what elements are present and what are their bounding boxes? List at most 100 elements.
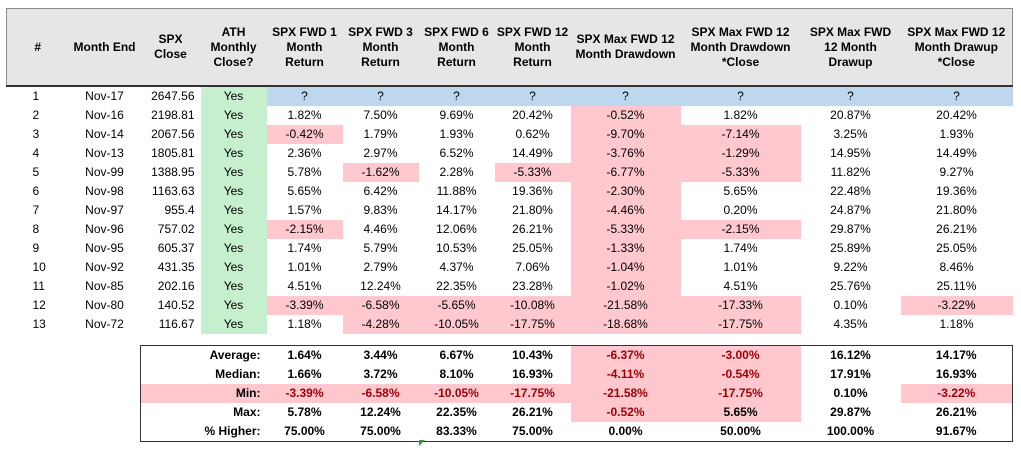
table-cell[interactable]: 3.25%: [833, 127, 868, 141]
table-cell[interactable]: 14.17%: [436, 203, 477, 217]
table-cell[interactable]: Nov-17: [85, 89, 124, 103]
table-cell[interactable]: 955.4: [164, 203, 195, 217]
table-cell[interactable]: 2.79%: [363, 260, 398, 274]
table-cell[interactable]: 21.80%: [512, 203, 553, 217]
table-cell[interactable]: 1.01%: [723, 260, 758, 274]
table-cell[interactable]: Yes: [200, 258, 267, 277]
table-cell[interactable]: 2067.56: [151, 127, 195, 141]
column-header[interactable]: SPX FWD 1 Month Return: [266, 8, 343, 87]
summary-cell[interactable]: 1.66%: [287, 367, 322, 381]
table-cell[interactable]: 1388.95: [151, 165, 195, 179]
table-cell[interactable]: -4.46%: [570, 201, 681, 220]
table-cell[interactable]: 1.93%: [439, 127, 474, 141]
table-cell[interactable]: Yes: [200, 239, 267, 258]
column-header[interactable]: #: [6, 8, 69, 87]
table-cell[interactable]: -7.14%: [680, 125, 801, 144]
table-cell[interactable]: 1.79%: [363, 127, 398, 141]
table-cell[interactable]: -3.39%: [266, 296, 343, 315]
table-cell[interactable]: 20.87%: [830, 108, 871, 122]
table-cell[interactable]: 2: [32, 108, 40, 122]
table-cell[interactable]: Yes: [200, 106, 267, 125]
summary-cell[interactable]: 26.21%: [512, 405, 553, 419]
table-cell[interactable]: -1.02%: [570, 277, 681, 296]
table-cell[interactable]: 202.16: [157, 279, 195, 293]
summary-cell[interactable]: 17.91%: [830, 367, 871, 381]
summary-cell[interactable]: 75.00%: [266, 422, 343, 442]
table-cell[interactable]: 0.20%: [723, 203, 758, 217]
table-cell[interactable]: 24.87%: [830, 203, 871, 217]
table-cell[interactable]: -17.33%: [680, 296, 801, 315]
table-cell[interactable]: 2647.56: [151, 89, 195, 103]
summary-cell[interactable]: -21.58%: [570, 384, 681, 403]
table-cell[interactable]: -2.30%: [570, 182, 681, 201]
column-header[interactable]: SPX Max FWD 12 Month Drawdown: [570, 8, 681, 87]
summary-cell[interactable]: 83.33%: [418, 422, 495, 442]
table-cell[interactable]: 2.97%: [363, 146, 398, 160]
table-cell[interactable]: Yes: [200, 296, 267, 315]
table-cell[interactable]: 5.79%: [363, 241, 398, 255]
table-cell[interactable]: 26.21%: [936, 222, 977, 236]
table-cell[interactable]: -5.33%: [570, 220, 681, 239]
table-cell[interactable]: -1.29%: [680, 144, 801, 163]
table-cell[interactable]: 5.65%: [723, 184, 758, 198]
table-cell[interactable]: 11: [32, 279, 45, 293]
table-cell[interactable]: 757.02: [157, 222, 195, 236]
summary-cell[interactable]: 14.17%: [900, 345, 1013, 365]
table-cell[interactable]: Yes: [200, 182, 267, 201]
summary-cell[interactable]: -6.58%: [342, 384, 419, 403]
table-cell[interactable]: 13: [32, 317, 46, 331]
summary-cell[interactable]: 16.93%: [512, 367, 553, 381]
table-cell[interactable]: 1.82%: [723, 108, 758, 122]
summary-cell[interactable]: 0.10%: [833, 386, 868, 400]
summary-cell[interactable]: -3.00%: [680, 345, 801, 365]
summary-cell[interactable]: 100.00%: [800, 422, 901, 442]
table-cell[interactable]: 12: [32, 298, 46, 312]
summary-cell[interactable]: 5.78%: [287, 405, 322, 419]
table-cell[interactable]: 25.11%: [936, 279, 977, 293]
table-cell[interactable]: 10: [32, 260, 46, 274]
table-cell[interactable]: Yes: [200, 220, 267, 239]
table-cell[interactable]: Nov-80: [85, 298, 124, 312]
table-cell[interactable]: 14.49%: [512, 146, 553, 160]
table-cell[interactable]: 5.65%: [287, 184, 322, 198]
table-cell[interactable]: 9: [32, 241, 40, 255]
table-cell[interactable]: -3.76%: [570, 144, 681, 163]
table-cell[interactable]: -1.04%: [570, 258, 681, 277]
table-cell[interactable]: ?: [680, 86, 801, 106]
table-cell[interactable]: -17.75%: [494, 315, 571, 334]
table-cell[interactable]: -5.33%: [494, 163, 571, 182]
table-cell[interactable]: Nov-95: [85, 241, 124, 255]
table-cell[interactable]: Yes: [200, 86, 267, 106]
table-cell[interactable]: -0.52%: [570, 106, 681, 125]
table-cell[interactable]: 7: [32, 203, 40, 217]
summary-cell[interactable]: 16.12%: [800, 345, 901, 365]
table-cell[interactable]: -6.58%: [342, 296, 419, 315]
table-cell[interactable]: ?: [800, 86, 901, 106]
table-cell[interactable]: 25.05%: [512, 241, 553, 255]
table-cell[interactable]: 7.06%: [515, 260, 550, 274]
column-header[interactable]: SPX FWD 12 Month Return: [494, 8, 571, 87]
table-cell[interactable]: 1.57%: [287, 203, 322, 217]
table-cell[interactable]: 22.48%: [830, 184, 871, 198]
table-cell[interactable]: 23.28%: [512, 279, 553, 293]
summary-cell[interactable]: -0.52%: [570, 403, 681, 422]
table-cell[interactable]: 605.37: [157, 241, 195, 255]
summary-cell[interactable]: 6.67%: [418, 345, 495, 365]
summary-cell[interactable]: -6.37%: [570, 345, 681, 365]
table-cell[interactable]: -1.62%: [342, 163, 419, 182]
table-cell[interactable]: Yes: [200, 201, 267, 220]
column-header[interactable]: SPX FWD 3 Month Return: [342, 8, 419, 87]
table-cell[interactable]: 1.01%: [287, 260, 322, 274]
table-cell[interactable]: 4.51%: [723, 279, 758, 293]
table-cell[interactable]: 7.50%: [363, 108, 398, 122]
table-cell[interactable]: 6.52%: [439, 146, 474, 160]
table-cell[interactable]: 14.49%: [936, 146, 977, 160]
summary-cell[interactable]: 75.00%: [494, 422, 571, 442]
table-cell[interactable]: 25.76%: [830, 279, 871, 293]
table-cell[interactable]: 1.18%: [287, 317, 322, 331]
table-cell[interactable]: 9.27%: [939, 165, 974, 179]
table-cell[interactable]: 3: [32, 127, 40, 141]
table-cell[interactable]: 1805.81: [151, 146, 195, 160]
summary-cell[interactable]: -4.11%: [570, 365, 681, 384]
table-cell[interactable]: 22.35%: [436, 279, 477, 293]
